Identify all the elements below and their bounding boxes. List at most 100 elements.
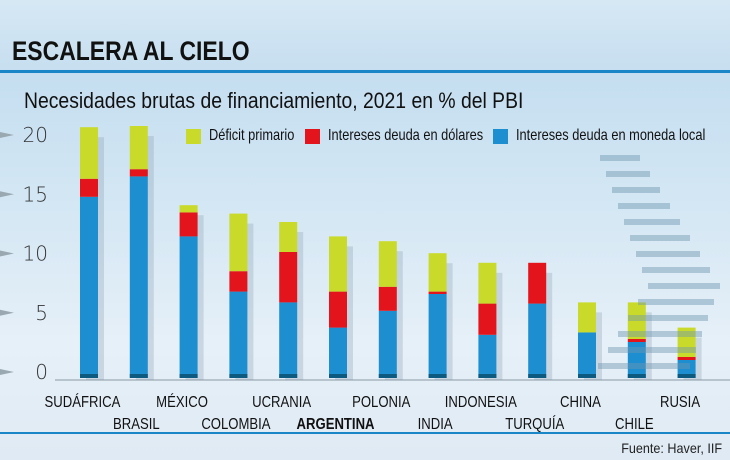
bar-segment-usd	[80, 178, 98, 197]
bar-segment-deficit	[329, 236, 347, 292]
legend-label: Déficit primario	[209, 127, 295, 144]
bar-base	[528, 374, 547, 378]
bar-segment-deficit	[279, 222, 298, 252]
staircase-step	[618, 331, 702, 337]
bar-segment-usd	[627, 339, 646, 342]
bar-base	[428, 374, 447, 378]
category-label: ARGENTINA	[297, 416, 375, 433]
bar-segment-deficit	[129, 126, 148, 170]
bar-segment-local	[528, 303, 547, 378]
bar-segment-local	[229, 291, 248, 378]
bar-segment-local	[80, 196, 98, 378]
bar-base	[627, 374, 646, 378]
bar-segment-local	[179, 236, 198, 378]
header-rule	[0, 70, 730, 73]
footer-rule	[0, 432, 730, 434]
staircase-step	[648, 283, 720, 289]
bar-segment-usd	[229, 271, 248, 292]
y-tick-label: 0	[35, 360, 48, 384]
category-label: COLOMBIA	[201, 416, 270, 433]
staircase-step	[598, 363, 690, 369]
bar-segment-usd	[378, 286, 397, 311]
staircase-step	[618, 203, 670, 209]
category-label: TURQUÍA	[505, 415, 564, 434]
header-band	[0, 0, 730, 73]
y-tick-marker	[0, 369, 14, 375]
category-label: INDONESIA	[445, 394, 517, 411]
bar-segment-deficit	[179, 205, 198, 213]
legend-swatch-deficit	[186, 128, 201, 144]
bar-segment-usd	[279, 252, 298, 303]
source-note: Fuente: Haver, IIF	[621, 440, 722, 456]
bar-segment-usd	[478, 303, 497, 335]
bar-base	[279, 374, 298, 378]
bar-segment-deficit	[378, 241, 397, 287]
bar-segment-local	[428, 294, 447, 378]
y-tick-marker	[0, 132, 14, 138]
category-label: BRASIL	[113, 416, 160, 433]
bar-segment-usd	[179, 212, 198, 237]
bar-segment-local	[129, 176, 148, 378]
bar-segment-usd	[677, 357, 696, 360]
y-tick-label: 5	[35, 301, 48, 325]
bar-segment-deficit	[478, 262, 497, 304]
bar-segment-deficit	[80, 127, 98, 179]
bar-segment-local	[478, 334, 497, 378]
bar-segment-local	[677, 360, 696, 378]
bar-segment-local	[578, 332, 596, 378]
bar-segment-deficit	[627, 302, 646, 339]
category-label: MÉXICO	[156, 393, 208, 412]
page-title: ESCALERA AL CIELO	[12, 36, 250, 66]
y-tick-marker	[0, 191, 14, 198]
y-tick-marker	[0, 250, 14, 257]
legend-swatch-usd	[305, 128, 320, 144]
legend-label: Intereses deuda en moneda local	[516, 127, 706, 144]
y-tick-marker	[0, 309, 14, 316]
bar-segment-deficit	[229, 213, 248, 272]
bar-base	[179, 374, 198, 378]
staircase-step	[630, 235, 690, 241]
staircase-step	[638, 299, 714, 305]
bar-base	[677, 374, 696, 378]
legend-item-deficit: Déficit primario	[186, 127, 316, 145]
staircase-step	[600, 155, 640, 161]
bar-base	[229, 374, 248, 378]
bar-segment-deficit	[677, 327, 696, 357]
bar-base	[129, 374, 148, 378]
staircase-step	[628, 315, 708, 321]
category-label: UCRANIA	[252, 394, 311, 411]
bar-segment-local	[329, 327, 347, 378]
bar-segment-usd	[528, 262, 547, 304]
bar-segment-deficit	[428, 253, 447, 292]
staircase-step	[642, 267, 710, 273]
staircase-step	[612, 187, 660, 193]
category-label: CHINA	[560, 394, 601, 411]
staircase-step	[624, 219, 680, 225]
category-label: RUSIA	[660, 394, 700, 411]
legend-item-usd: Intereses deuda en dólares	[305, 127, 522, 145]
bar-segment-usd	[129, 169, 148, 177]
bar-base	[80, 374, 98, 378]
staircase-step	[636, 251, 700, 257]
y-tick-label: 20	[23, 123, 48, 147]
staircase-step	[608, 347, 696, 353]
bar-segment-deficit	[578, 302, 596, 333]
y-tick-label: 10	[23, 242, 48, 266]
bar-segment-usd	[428, 291, 447, 294]
chart-subtitle: Necesidades brutas de financiamiento, 20…	[24, 88, 524, 113]
bar-segment-local	[378, 310, 397, 378]
category-label: CHILE	[615, 416, 654, 433]
bar-segment-local	[279, 302, 298, 378]
staircase-step	[606, 171, 650, 177]
legend-label: Intereses deuda en dólares	[328, 127, 484, 144]
legend-item-local: Intereses deuda en moneda local	[493, 127, 730, 145]
bar-base	[329, 374, 347, 378]
bar-base	[378, 374, 397, 378]
legend-swatch-local	[493, 128, 508, 144]
bar-base	[578, 374, 596, 378]
y-tick-label: 15	[23, 182, 48, 206]
bar-segment-local	[627, 342, 646, 378]
category-label: POLONIA	[352, 394, 411, 411]
